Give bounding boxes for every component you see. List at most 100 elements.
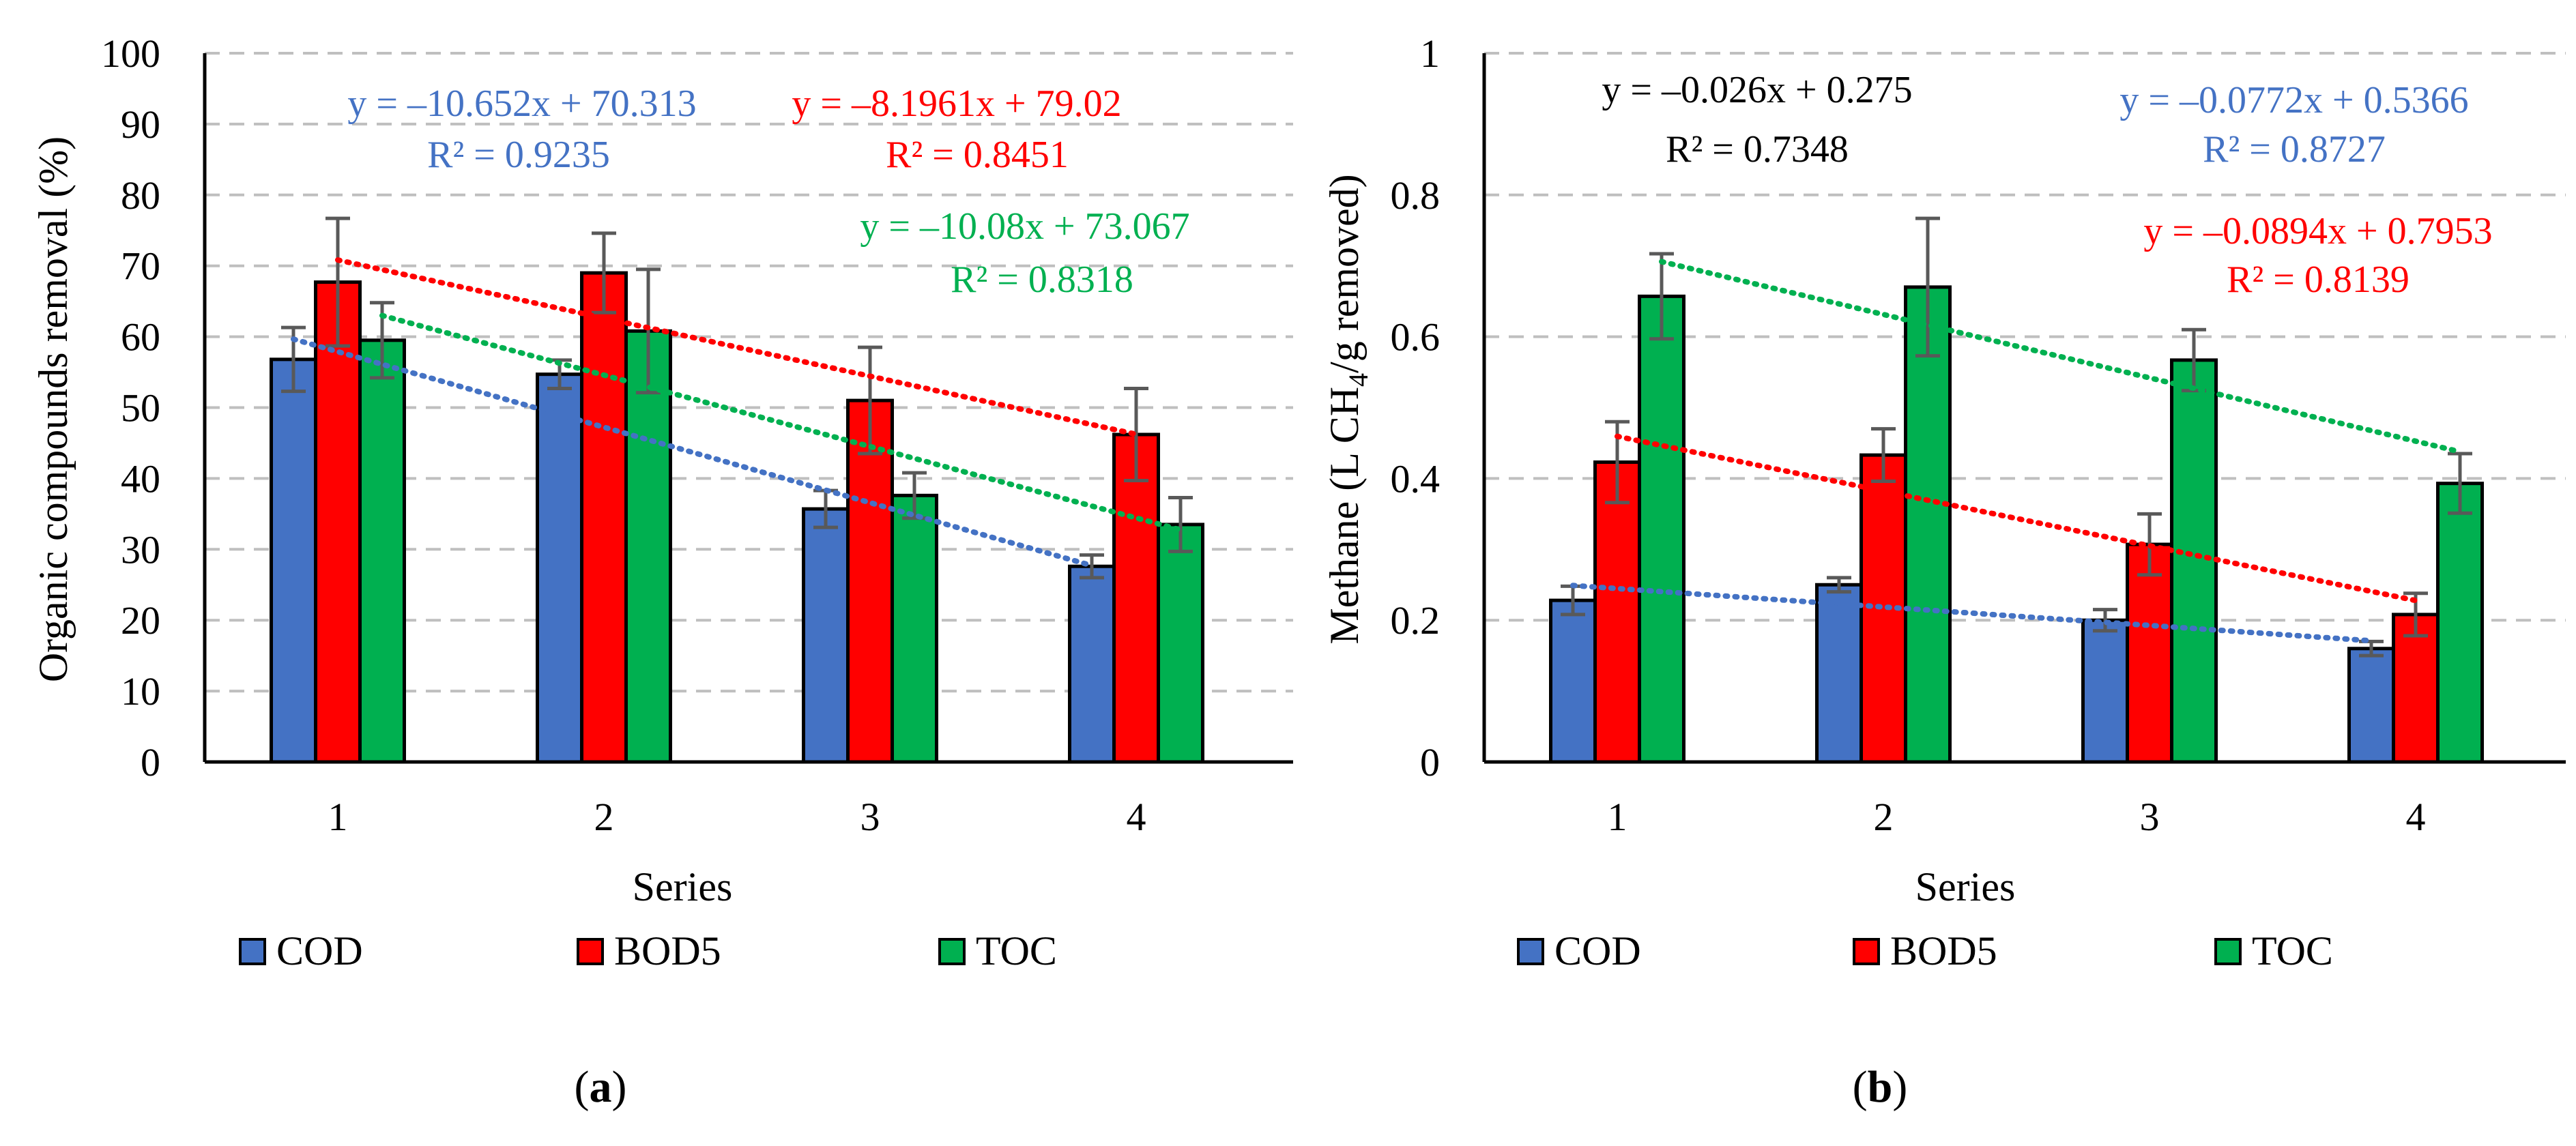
trendlines-layer xyxy=(1570,259,2463,644)
error-bar-bod5-1 xyxy=(325,216,350,348)
bar-toc-3 xyxy=(2170,358,2218,764)
y-tick-label: 70 xyxy=(121,244,160,289)
legend-label-cod: COD xyxy=(1554,928,1641,973)
bar-bod5-2 xyxy=(580,271,628,764)
panel-label-a-letter: a xyxy=(590,1062,612,1112)
x-tick-label: 4 xyxy=(1127,795,1146,839)
chart-panel-a: 0 10 20 30 40 50 60 70 80 90 100 1 2 3 4 Organic comp… xyxy=(31,31,1293,1112)
trend-r2-toc: R² = 0.8318 xyxy=(951,259,1133,301)
bar-cod-1 xyxy=(1549,598,1597,764)
legend-item-cod: COD xyxy=(1517,928,1641,973)
trendlines-layer xyxy=(291,257,1183,569)
panel-label-a: (a) xyxy=(575,1062,627,1112)
legend-swatch-cod xyxy=(239,938,266,965)
y-axis-title-main: Methane (L CH xyxy=(1322,387,1367,645)
trend-r2-cod: R² = 0.7348 xyxy=(1666,128,1849,171)
legend-swatch-bod5 xyxy=(1853,938,1880,965)
error-bars-layer xyxy=(281,216,1193,580)
error-bar-toc-2 xyxy=(1915,216,1940,358)
x-tick-label: 4 xyxy=(2406,795,2426,839)
bar-toc-1 xyxy=(1638,294,1685,764)
trendline-cod xyxy=(291,336,1095,569)
x-tick-label: 1 xyxy=(328,795,348,839)
y-tick-label: 1 xyxy=(1420,31,1440,76)
error-bar-toc-2 xyxy=(636,267,661,395)
legend-item-cod: COD xyxy=(239,928,363,973)
y-tick-label: 80 xyxy=(121,173,160,218)
legend-item-bod5: BOD5 xyxy=(1853,928,1997,973)
y-axis-title-rest: /g removed) xyxy=(1322,174,1367,373)
error-bar-cod-2 xyxy=(1827,576,1851,594)
bar-bod5-3 xyxy=(2126,542,2173,764)
y-tick-label: 0 xyxy=(141,740,160,784)
x-tick-label: 1 xyxy=(1608,795,1627,839)
legend-label-toc: TOC xyxy=(2252,928,2333,973)
y-tick-label: 30 xyxy=(121,527,160,572)
legend-swatch-cod xyxy=(1517,938,1544,965)
trend-r2-bod5: R² = 0.8451 xyxy=(886,134,1069,176)
bar-toc-1 xyxy=(358,338,406,764)
trend-r2-bod5: R² = 0.8727 xyxy=(2203,128,2386,171)
error-bar-bod5-2 xyxy=(1871,427,1896,484)
y-tick-labels: 0 10 20 30 40 50 60 70 80 90 100 xyxy=(101,31,160,784)
y-tick-label: 0.2 xyxy=(1391,598,1441,643)
y-tick-label: 100 xyxy=(101,31,160,76)
legend-item-toc: TOC xyxy=(938,928,1057,973)
error-bar-toc-1 xyxy=(1649,252,1674,341)
trendline-toc xyxy=(379,312,1183,533)
error-bar-toc-4 xyxy=(1168,495,1193,553)
x-axis-title: Series xyxy=(1915,864,2016,909)
y-tick-label: 60 xyxy=(121,315,160,359)
error-bar-bod5-2 xyxy=(592,231,616,314)
y-axis-title-subscript: 4 xyxy=(1343,373,1374,387)
x-tick-label: 3 xyxy=(860,795,880,839)
legend-label-cod: COD xyxy=(276,928,363,973)
y-tick-label: 50 xyxy=(121,386,160,430)
bar-cod-4 xyxy=(1068,564,1116,764)
y-tick-label: 0.6 xyxy=(1391,315,1441,359)
error-bar-toc-4 xyxy=(2448,452,2472,515)
bar-cod-3 xyxy=(2081,618,2129,764)
bars-layer xyxy=(1549,285,2484,764)
legend: COD BOD5 TOC xyxy=(1517,928,2333,973)
trendline-toc xyxy=(1659,259,2463,455)
legend: COD BOD5 TOC xyxy=(239,928,1057,973)
trend-equation-toc: y = –0.0894x + 0.7953 xyxy=(2143,210,2492,252)
trend-equation-cod: y = –0.026x + 0.275 xyxy=(1602,69,1912,111)
legend-item-toc: TOC xyxy=(2214,928,2333,973)
y-tick-label: 0.4 xyxy=(1391,456,1441,501)
legend-swatch-toc xyxy=(938,938,966,965)
trend-equation-toc: y = –10.08x + 73.067 xyxy=(860,205,1189,248)
bar-cod-2 xyxy=(536,372,583,764)
trend-equation-bod5: y = –0.0772x + 0.5366 xyxy=(2119,79,2468,121)
bar-toc-4 xyxy=(1157,523,1204,764)
legend-label-bod5: BOD5 xyxy=(1890,928,1997,973)
bars-layer xyxy=(270,271,1204,764)
legend-label-bod5: BOD5 xyxy=(614,928,721,973)
bar-toc-2 xyxy=(624,329,672,764)
x-tick-label: 2 xyxy=(594,795,614,839)
x-axis-title: Series xyxy=(633,864,733,909)
x-tick-label: 3 xyxy=(2140,795,2160,839)
trendline-cod xyxy=(1570,583,2374,644)
panel-label-b: (b) xyxy=(1853,1062,1908,1112)
y-tick-label: 0 xyxy=(1420,740,1440,784)
legend-swatch-toc xyxy=(2214,938,2242,965)
bar-bod5-1 xyxy=(314,280,362,764)
trend-equation-bod5: y = –8.1961x + 79.02 xyxy=(792,83,1121,125)
panel-label-b-letter: b xyxy=(1868,1062,1893,1112)
bar-toc-2 xyxy=(1904,285,1952,764)
y-tick-label: 40 xyxy=(121,456,160,501)
trend-equation-cod: y = –10.652x + 70.313 xyxy=(347,83,696,125)
x-tick-labels: 1 2 3 4 xyxy=(1608,795,2426,839)
y-tick-label: 10 xyxy=(121,669,160,714)
trend-r2-cod: R² = 0.9235 xyxy=(427,134,610,176)
y-axis-title: Methane (L CH4/g removed) xyxy=(1322,174,1374,644)
x-tick-labels: 1 2 3 4 xyxy=(328,795,1146,839)
bar-toc-3 xyxy=(891,493,938,764)
bar-cod-2 xyxy=(1815,583,1863,764)
bar-bod5-4 xyxy=(1112,432,1160,764)
legend-item-bod5: BOD5 xyxy=(577,928,721,973)
trendline-bod5 xyxy=(335,257,1139,437)
